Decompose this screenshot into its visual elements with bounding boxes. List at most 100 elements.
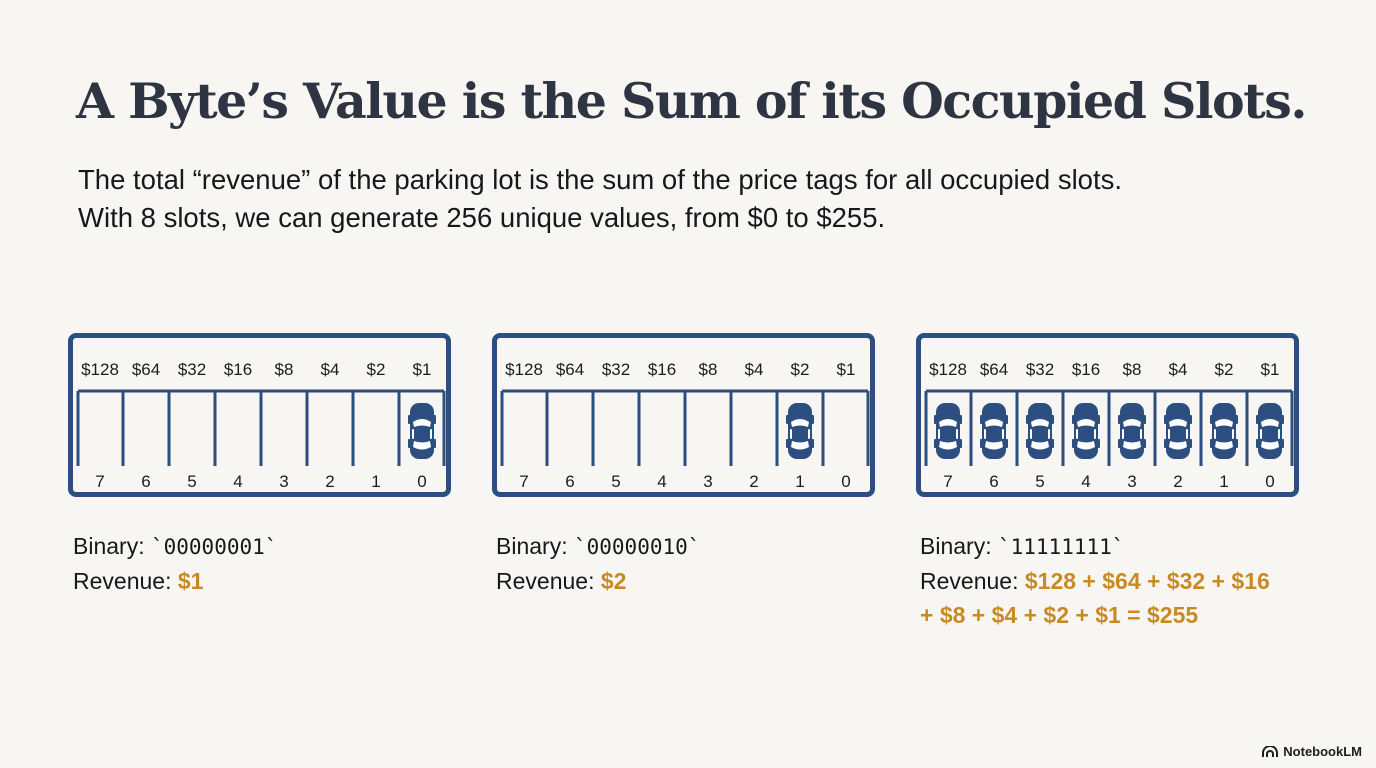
- price-tag: $128: [929, 360, 967, 379]
- price-tag: $32: [1025, 360, 1055, 379]
- car-top-view-icon: [1209, 401, 1239, 461]
- bit-indices: 7 6 5 4 3 2 1 0: [925, 472, 1294, 492]
- bit-index: 4: [657, 472, 667, 491]
- price-tag: $16: [647, 360, 677, 379]
- price-tag: $2: [1214, 360, 1234, 379]
- price-tag: $2: [790, 360, 810, 379]
- brand-footer: NotebookLM: [1262, 744, 1362, 759]
- page-title: A Byte’s Value is the Sum of its Occupie…: [76, 72, 1307, 130]
- binary-value: `00000010`: [573, 535, 701, 559]
- revenue-label: Revenue:: [496, 568, 601, 594]
- binary-line: Binary: `00000010`: [496, 529, 700, 564]
- revenue-value: $1: [177, 568, 204, 594]
- parking-lot-3: $128 $64 $32 $16 $8 $4 $2 $1 7 6 5 4 3 2…: [916, 333, 1299, 497]
- revenue-line: Revenue: $1: [73, 564, 277, 598]
- revenue-line: Revenue: $128 + $64 + $32 + $16: [920, 564, 1270, 598]
- bit-index: 4: [1081, 472, 1091, 491]
- revenue-label: Revenue:: [920, 568, 1025, 594]
- price-tag: $16: [223, 360, 253, 379]
- car-top-view-icon: [979, 401, 1009, 461]
- revenue-value-continued: + $8 + $4 + $2 + $1 = $255: [920, 602, 1199, 628]
- caption-lot-1: Binary: `00000001` Revenue: $1: [73, 529, 277, 598]
- bit-index: 0: [841, 472, 851, 491]
- revenue-value: $128 + $64 + $32 + $16: [1024, 568, 1270, 594]
- slot-dividers: [76, 389, 446, 466]
- subtitle-line-2: With 8 slots, we can generate 256 unique…: [78, 202, 886, 233]
- bit-index: 5: [187, 472, 197, 491]
- revenue-label: Revenue:: [73, 568, 178, 594]
- caption-lot-2: Binary: `00000010` Revenue: $2: [496, 529, 700, 598]
- price-tags: $128 $64 $32 $16 $8 $4 $2 $1: [925, 360, 1294, 380]
- bit-index: 6: [565, 472, 575, 491]
- bit-index: 3: [1127, 472, 1137, 491]
- bit-index: 2: [325, 472, 335, 491]
- price-tag: $4: [320, 360, 340, 379]
- price-tag: $1: [836, 360, 856, 379]
- car-top-view-icon: [1071, 401, 1101, 461]
- price-tag: $64: [555, 360, 585, 379]
- price-tag: $8: [698, 360, 718, 379]
- car-top-view-icon: [1163, 401, 1193, 461]
- car-top-view-icon: [1025, 401, 1055, 461]
- slot-dividers: [500, 389, 870, 466]
- bit-index: 0: [1265, 472, 1275, 491]
- bit-indices: 7 6 5 4 3 2 1 0: [77, 472, 446, 492]
- bit-index: 1: [795, 472, 805, 491]
- car-top-view-icon: [1255, 401, 1285, 461]
- car-top-view-icon: [407, 401, 437, 461]
- parking-lot-2: $128 $64 $32 $16 $8 $4 $2 $1 7 6 5 4 3 2…: [492, 333, 875, 497]
- bit-index: 6: [141, 472, 151, 491]
- price-tag: $4: [744, 360, 764, 379]
- bit-index: 2: [1173, 472, 1183, 491]
- subtitle-line-1: The total “revenue” of the parking lot i…: [78, 164, 1123, 195]
- bit-index: 7: [519, 472, 529, 491]
- price-tag: $8: [1122, 360, 1142, 379]
- bit-indices: 7 6 5 4 3 2 1 0: [501, 472, 870, 492]
- car-top-view-icon: [1117, 401, 1147, 461]
- binary-label: Binary:: [73, 533, 151, 559]
- bit-index: 7: [95, 472, 105, 491]
- revenue-value: $2: [600, 568, 627, 594]
- notebooklm-logo-icon: [1262, 745, 1279, 757]
- price-tag: $64: [979, 360, 1009, 379]
- revenue-line-2: + $8 + $4 + $2 + $1 = $255: [920, 598, 1270, 632]
- binary-line: Binary: `11111111`: [920, 529, 1270, 564]
- subtitle: The total “revenue” of the parking lot i…: [78, 161, 1122, 237]
- price-tag: $1: [1260, 360, 1280, 379]
- bit-index: 0: [417, 472, 427, 491]
- price-tags: $128 $64 $32 $16 $8 $4 $2 $1: [77, 360, 446, 380]
- bit-index: 3: [703, 472, 713, 491]
- car-top-view-icon: [933, 401, 963, 461]
- bit-index: 6: [989, 472, 999, 491]
- slot-dividers: [924, 389, 1294, 466]
- car-top-view-icon: [785, 401, 815, 461]
- parking-lot-1: $128 $64 $32 $16 $8 $4 $2 $1 7 6 5 4 3 2…: [68, 333, 451, 497]
- binary-value: `11111111`: [997, 535, 1125, 559]
- bit-index: 5: [1035, 472, 1045, 491]
- caption-lot-3: Binary: `11111111` Revenue: $128 + $64 +…: [920, 529, 1270, 632]
- price-tags: $128 $64 $32 $16 $8 $4 $2 $1: [501, 360, 870, 380]
- price-tag: $1: [412, 360, 432, 379]
- bit-index: 1: [1219, 472, 1229, 491]
- price-tag: $32: [601, 360, 631, 379]
- bit-index: 7: [943, 472, 953, 491]
- price-tag: $128: [505, 360, 543, 379]
- binary-line: Binary: `00000001`: [73, 529, 277, 564]
- revenue-line: Revenue: $2: [496, 564, 700, 598]
- bit-index: 5: [611, 472, 621, 491]
- binary-value: `00000001`: [150, 535, 278, 559]
- bit-index: 4: [233, 472, 243, 491]
- price-tag: $16: [1071, 360, 1101, 379]
- price-tag: $4: [1168, 360, 1188, 379]
- price-tag: $128: [81, 360, 119, 379]
- binary-label: Binary:: [496, 533, 574, 559]
- bit-index: 3: [279, 472, 289, 491]
- bit-index: 1: [371, 472, 381, 491]
- price-tag: $2: [366, 360, 386, 379]
- bit-index: 2: [749, 472, 759, 491]
- price-tag: $32: [177, 360, 207, 379]
- brand-label: NotebookLM: [1283, 744, 1362, 759]
- price-tag: $8: [274, 360, 294, 379]
- price-tag: $64: [131, 360, 161, 379]
- binary-label: Binary:: [920, 533, 998, 559]
